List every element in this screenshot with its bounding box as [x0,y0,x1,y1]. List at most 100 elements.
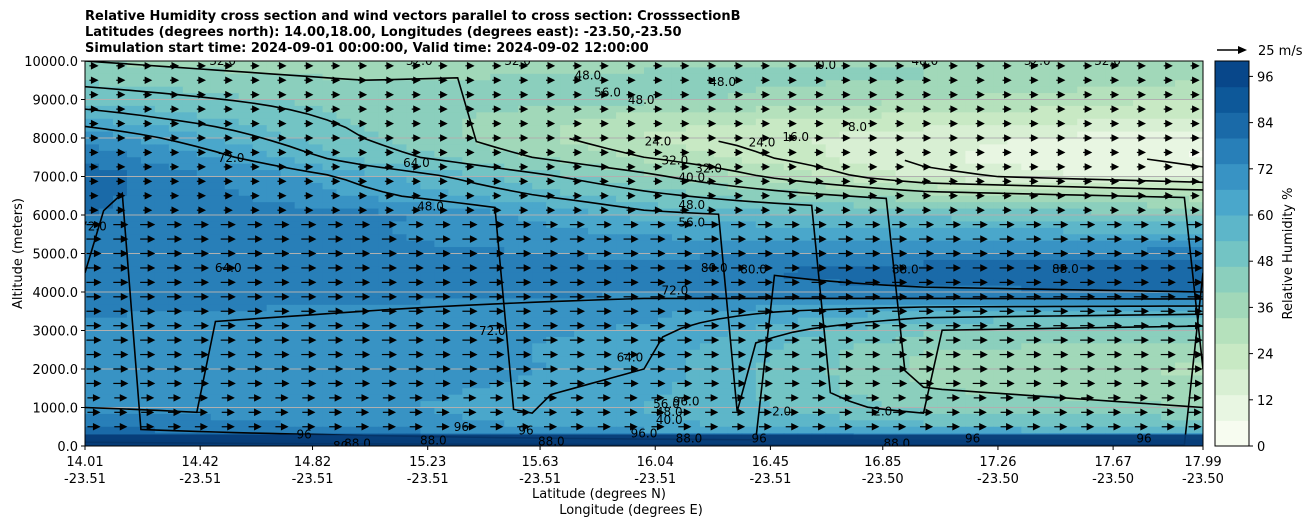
humidity-cell [336,202,352,210]
humidity-cell [699,349,715,357]
humidity-cell [168,189,184,197]
humidity-cell [224,125,240,133]
humidity-cell [1133,80,1148,88]
wind-arrow-head [254,408,262,417]
humidity-cell [937,131,953,139]
humidity-cell [993,304,1008,312]
humidity-cell [154,215,170,223]
humidity-cell [168,157,184,165]
humidity-cell [616,266,631,274]
humidity-cell [867,369,883,377]
humidity-cell [727,170,743,178]
humidity-cell [699,182,715,190]
humidity-cell [98,349,114,357]
humidity-cell [532,195,547,203]
humidity-cell [532,93,547,101]
humidity-cell [699,292,715,300]
humidity-cell [769,394,785,402]
humidity-cell [699,362,715,370]
humidity-cell [154,253,170,261]
humidity-cell [1133,125,1148,133]
humidity-cell [713,388,729,396]
humidity-cell [154,227,170,235]
humidity-cell [1063,215,1078,223]
humidity-cell [769,73,785,81]
humidity-cell [350,118,366,126]
humidity-cell [266,388,282,396]
humidity-cell [630,112,645,120]
humidity-cell [1063,131,1078,139]
humidity-cell [853,413,869,421]
humidity-cell [602,356,617,364]
humidity-cell [853,375,869,383]
humidity-cell [364,311,380,319]
humidity-cell [839,112,855,120]
humidity-cell [657,356,673,364]
humidity-cell [154,61,170,69]
humidity-cell [1147,221,1162,229]
humidity-cell [937,170,953,178]
humidity-cell [280,61,296,69]
humidity-cell [1189,343,1203,351]
humidity-cell [769,381,785,389]
humidity-cell [126,182,142,190]
humidity-cell [644,401,659,409]
humidity-cell [420,356,435,364]
humidity-cell [126,202,142,210]
humidity-cell [853,189,869,197]
humidity-cell [825,247,841,255]
humidity-cell [378,401,394,409]
humidity-cell [867,125,883,133]
title-line-1: Relative Humidity cross section and wind… [85,9,741,24]
humidity-cell [238,61,254,69]
humidity-cell [518,253,533,261]
wind-arrow-head [656,408,665,417]
humidity-cell [434,170,449,178]
humidity-cell [280,157,296,165]
humidity-cell [741,208,757,216]
humidity-cell [546,189,561,197]
humidity-cell [210,86,226,94]
humidity-cell [1021,234,1036,242]
humidity-cell [85,426,100,434]
humidity-cell [588,426,603,434]
humidity-cell [85,234,100,242]
humidity-cell [616,163,631,171]
humidity-cell [476,420,491,428]
humidity-cell [126,272,142,280]
humidity-cell [881,105,897,113]
humidity-cell [182,67,198,75]
humidity-cell [210,279,226,287]
humidity-cell [252,93,268,101]
humidity-cell [280,330,296,338]
humidity-cell [1007,138,1022,146]
humidity-cell [616,336,631,344]
humidity-cell [280,311,296,319]
humidity-cell [993,131,1008,139]
humidity-cell [336,407,352,415]
humidity-cell [238,426,254,434]
humidity-cell [364,131,380,139]
humidity-cell [1063,105,1078,113]
humidity-cell [811,330,827,338]
humidity-cell [825,420,841,428]
humidity-cell [476,253,491,261]
humidity-cell [182,394,198,402]
humidity-cell [727,304,743,312]
humidity-cell [448,67,463,75]
humidity-cell [266,163,282,171]
humidity-cell [252,170,268,178]
humidity-cell [671,157,687,165]
humidity-cell [1049,202,1064,210]
humidity-cell [112,388,128,396]
humidity-cell [616,324,631,332]
humidity-cell [811,240,827,248]
wind-arrow-head [334,408,343,417]
humidity-cell [98,324,114,332]
humidity-cell [602,131,617,139]
humidity-cell [755,157,771,165]
humidity-cell [140,182,156,190]
humidity-cell [85,304,100,312]
humidity-cell [294,388,310,396]
